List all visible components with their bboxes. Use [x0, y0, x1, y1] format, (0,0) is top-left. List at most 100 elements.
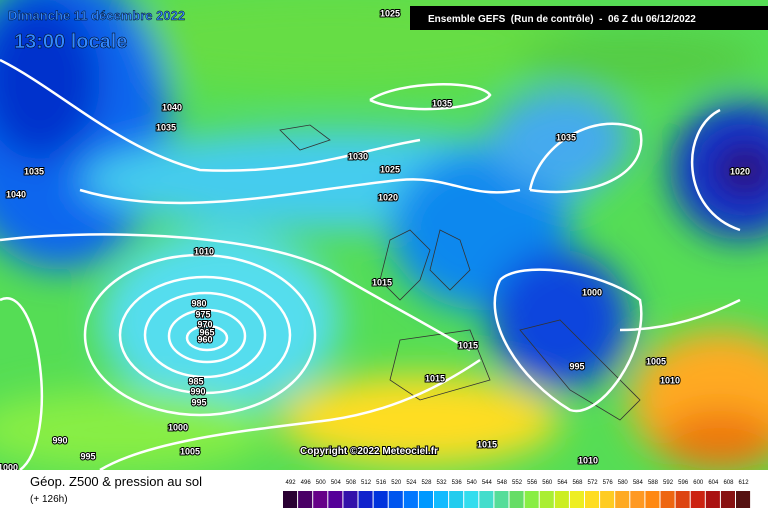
scale-swatch [283, 491, 298, 508]
scale-swatch [630, 491, 645, 508]
copyright: Copyright ©2022 Meteociel.fr [300, 446, 438, 457]
scale-swatch [539, 491, 554, 508]
scale-swatch [720, 491, 735, 508]
scale-swatch [403, 491, 418, 508]
isobar-label: 1035 [24, 166, 44, 176]
scale-swatch [343, 491, 358, 508]
scale-label: 540 [467, 480, 478, 486]
scale-swatch [690, 491, 705, 508]
scale-swatch [464, 491, 479, 508]
isobar-label: 960 [197, 334, 212, 344]
isobar-label: 1015 [425, 373, 445, 383]
scale-swatch [479, 491, 494, 508]
isobar-label: 980 [191, 298, 206, 308]
scale-label: 496 [301, 480, 312, 486]
scale-label: 532 [437, 480, 448, 486]
scale-label: 592 [663, 480, 674, 486]
isobar-label: 1025 [380, 164, 400, 174]
scale-label: 608 [723, 480, 734, 486]
scale-swatch [434, 491, 449, 508]
isobar-label: 1010 [194, 246, 214, 256]
isobar-label: 1025 [380, 8, 400, 18]
scale-label: 576 [603, 480, 614, 486]
scale-label: 552 [512, 480, 523, 486]
isobar-label: 995 [569, 361, 584, 371]
scale-swatch [418, 491, 433, 508]
scale-swatch [358, 491, 373, 508]
scale-label: 564 [557, 480, 568, 486]
scale-label: 504 [331, 480, 342, 486]
isobar-label: 1020 [378, 192, 398, 202]
legend-subtitle: (+ 126h) [30, 494, 68, 505]
scale-swatch [736, 491, 751, 508]
legend-title: Géop. Z500 & pression au sol [30, 474, 202, 489]
scale-label: 536 [452, 480, 463, 486]
scale-swatch [494, 491, 509, 508]
isobar-label: 970 [197, 319, 212, 329]
scale-label: 548 [497, 480, 508, 486]
scale-swatch [645, 491, 660, 508]
isobar-label: 990 [52, 435, 67, 445]
isobar-label: 1040 [162, 102, 182, 112]
scale-swatch [600, 491, 615, 508]
scale-label: 544 [482, 480, 493, 486]
scale-label: 588 [648, 480, 659, 486]
scale-swatch [615, 491, 630, 508]
scale-label: 584 [633, 480, 644, 486]
field [0, 0, 768, 472]
scale-swatch [585, 491, 600, 508]
scale-label: 512 [361, 480, 372, 486]
isobar-label: 1005 [646, 356, 666, 366]
scale-label: 492 [286, 480, 297, 486]
scale-label: 560 [542, 480, 553, 486]
isobar-label: 1005 [180, 446, 200, 456]
isobar-label: 1000 [168, 422, 188, 432]
isobar-label: 1000 [582, 287, 602, 297]
scale-swatch [524, 491, 539, 508]
isobar-label: 1035 [432, 98, 452, 108]
scale-swatch [705, 491, 720, 508]
isobar-label: 995 [191, 397, 206, 407]
scale-label: 528 [421, 480, 432, 486]
isobar-label: 1015 [458, 340, 478, 350]
scale-label: 580 [618, 480, 629, 486]
isobar-label: 1010 [660, 375, 680, 385]
isobar-label: 1015 [477, 439, 497, 449]
scale-swatch [675, 491, 690, 508]
isobar-label: 965 [199, 327, 214, 337]
time: 13:00 locale [14, 31, 127, 53]
scale-label: 508 [346, 480, 357, 486]
isobar-label: 1035 [556, 132, 576, 142]
scale-label: 568 [572, 480, 583, 486]
isobar-label: 1010 [578, 455, 598, 465]
isobar-label: 985 [188, 376, 203, 386]
scale-swatch [554, 491, 569, 508]
run-info: Ensemble GEFS (Run de contrôle) - 06 Z d… [428, 14, 696, 25]
isobar-label: 1040 [6, 189, 26, 199]
scale-swatch [509, 491, 524, 508]
scale-label: 612 [739, 480, 750, 486]
isobar-label: 1030 [348, 151, 368, 161]
scale-label: 596 [678, 480, 689, 486]
isobar-label: 1015 [372, 277, 392, 287]
scale-swatch [328, 491, 343, 508]
scale-swatch [388, 491, 403, 508]
date: Dimanche 11 décembre 2022 [8, 8, 185, 23]
scale-swatch [373, 491, 388, 508]
scale-label: 556 [527, 480, 538, 486]
scale-swatch [449, 491, 464, 508]
scale-label: 524 [406, 480, 417, 486]
scale-label: 572 [588, 480, 599, 486]
scale-label: 516 [376, 480, 387, 486]
isobar-label: 995 [80, 451, 95, 461]
scale-swatch [313, 491, 328, 508]
scale-swatch [569, 491, 584, 508]
scale-swatch [298, 491, 313, 508]
scale-label: 604 [708, 480, 719, 486]
isobar-label: 1020 [730, 166, 750, 176]
isobar-label: 1035 [156, 122, 176, 132]
scale-swatch [660, 491, 675, 508]
scale-label: 500 [316, 480, 327, 486]
scale-label: 520 [391, 480, 402, 486]
